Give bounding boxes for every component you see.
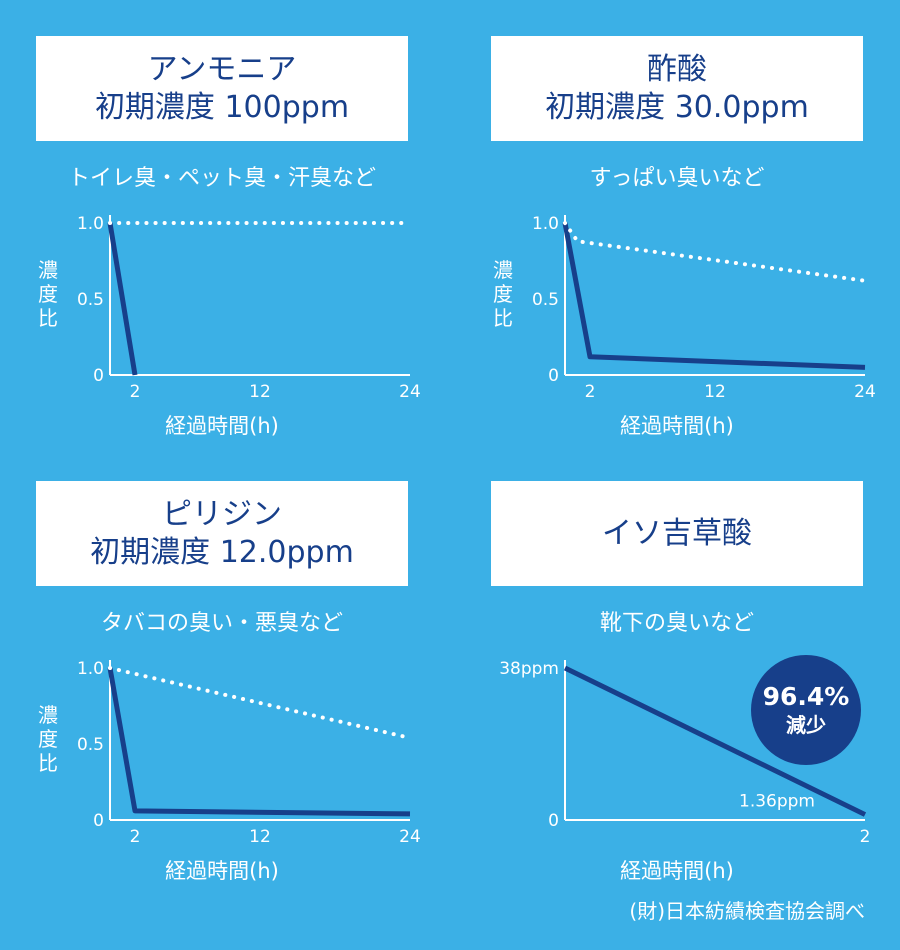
chart-panel-acetic-acid: 酢酸 初期濃度 30.0ppm すっぱい臭いなど 濃度比 0 0.5 1.0 2 12 2…: [455, 0, 900, 460]
title-line-1: アンモニア: [147, 51, 297, 87]
reduction-percent: 96.4%: [762, 682, 850, 711]
title-box: 酢酸 初期濃度 30.0ppm: [491, 36, 863, 141]
title-line-1: イソ吉草酸: [602, 515, 752, 551]
y-axis-label: 濃度比: [493, 258, 513, 330]
y-tick-label: 0: [548, 811, 559, 831]
dotted-series-line: [108, 666, 412, 740]
reduction-label: 減少: [786, 713, 826, 737]
y-axis-label: 濃度比: [38, 258, 58, 330]
x-tick-label: 2: [585, 382, 596, 402]
y-tick-label: 1.0: [77, 214, 104, 234]
title-line-1: ピリジン: [162, 496, 282, 532]
line-chart: 0 0.5 1.0 2 12 24: [77, 659, 421, 847]
y-axis-label: 濃度比: [38, 703, 58, 775]
line-chart: 0 0.5 1.0 2 12 24: [532, 214, 876, 402]
title-box: イソ吉草酸: [491, 481, 863, 586]
x-tick-label: 2: [860, 827, 871, 847]
chart-panel-ammonia: アンモニア 初期濃度 100ppm トイレ臭・ペット臭・汗臭など 濃度比 0 0.…: [0, 0, 450, 460]
solid-series-line: [563, 665, 867, 817]
x-axis-label: 経過時間(h): [165, 859, 279, 883]
dotted-series-line: [563, 221, 867, 283]
x-axis-label: 経過時間(h): [620, 414, 734, 438]
solid-series-line: [107, 667, 411, 817]
title-line-1: 酢酸: [647, 51, 707, 87]
y-tick-label: 0.5: [532, 290, 559, 310]
line-chart: 0 38ppm 2 1.36ppm: [499, 659, 871, 847]
title-line-2: 初期濃度 100ppm: [94, 89, 350, 125]
y-tick-label: 1.0: [532, 214, 559, 234]
y-tick-label: 0: [93, 811, 104, 831]
y-tick-label: 0.5: [77, 290, 104, 310]
y-tick-label: 38ppm: [499, 659, 559, 679]
title-box: アンモニア 初期濃度 100ppm: [36, 36, 408, 141]
y-tick-label: 0: [548, 366, 559, 386]
solid-series-line: [107, 222, 138, 376]
subtitle: トイレ臭・ペット臭・汗臭など: [67, 166, 376, 191]
chart-panel-isovaleric-acid: イソ吉草酸 靴下の臭いなど 0 38ppm 2 1.36ppm 96.4% 減少 経過…: [455, 445, 900, 905]
x-tick-label: 24: [399, 382, 421, 402]
y-tick-label: 0: [93, 366, 104, 386]
y-tick-label: 1.0: [77, 659, 104, 679]
x-axis-label: 経過時間(h): [165, 414, 279, 438]
x-tick-label: 24: [399, 827, 421, 847]
x-tick-label: 2: [130, 382, 141, 402]
annotation-label: 1.36ppm: [739, 792, 815, 812]
title-box: ピリジン 初期濃度 12.0ppm: [36, 481, 408, 586]
line-chart: 0 0.5 1.0 2 12 24: [77, 214, 421, 402]
x-axis-label: 経過時間(h): [620, 859, 734, 883]
chart-panel-pyridine: ピリジン 初期濃度 12.0ppm タバコの臭い・悪臭など 濃度比 0 0.5 1.…: [0, 445, 450, 905]
x-tick-label: 12: [704, 382, 726, 402]
x-tick-label: 2: [130, 827, 141, 847]
y-tick-label: 0.5: [77, 735, 104, 755]
x-tick-label: 24: [854, 382, 876, 402]
x-tick-label: 12: [249, 382, 271, 402]
title-line-2: 初期濃度 12.0ppm: [90, 534, 354, 570]
reduction-badge: 96.4% 減少: [751, 655, 861, 765]
subtitle: すっぱい臭いなど: [589, 166, 765, 191]
source-note: (財)日本紡績検査協会調べ: [629, 899, 865, 923]
solid-series-line: [562, 222, 866, 370]
title-line-2: 初期濃度 30.0ppm: [545, 89, 809, 125]
subtitle: タバコの臭い・悪臭など: [100, 611, 343, 636]
subtitle: 靴下の臭いなど: [599, 611, 754, 636]
x-tick-label: 12: [249, 827, 271, 847]
